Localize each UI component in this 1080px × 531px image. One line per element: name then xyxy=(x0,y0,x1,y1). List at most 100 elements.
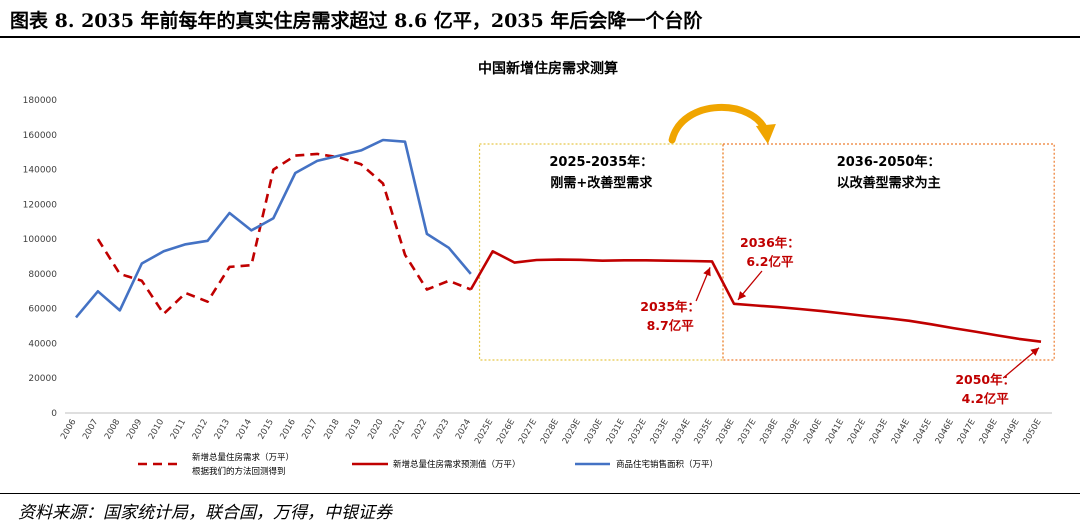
series-2-point xyxy=(97,290,99,292)
series-2-point xyxy=(338,154,340,156)
x-tick-label: 2007 xyxy=(81,418,100,442)
figure-title: 图表 8. 2035 年前每年的真实住房需求超过 8.6 亿平，2035 年后会… xyxy=(10,10,703,32)
series-1-point xyxy=(799,308,801,310)
y-tick-label: 140000 xyxy=(23,166,58,176)
series-1-point xyxy=(557,258,559,260)
x-tick-label: 2021 xyxy=(388,418,407,442)
box-2025-subtitle: 刚需+改善型需求 xyxy=(550,175,653,191)
series-2-point xyxy=(250,229,252,231)
x-tick-label: 2006 xyxy=(59,418,78,442)
x-tick-label: 2025E xyxy=(473,418,495,446)
x-tick-label: 2010 xyxy=(147,418,166,442)
series-0-point xyxy=(184,292,186,294)
series-2-point xyxy=(360,149,362,151)
chart: 中国新增住房需求测算 0 20000 40000 60000 80000 100000 12… xyxy=(23,60,1055,477)
x-tick-label: 2044E xyxy=(890,418,912,446)
figure-footer: 资料来源：国家统计局，联合国，万得，中银证券 xyxy=(0,493,1080,531)
x-tick-label: 2019 xyxy=(344,418,363,442)
series-2-point xyxy=(163,250,165,252)
x-tick-label: 2008 xyxy=(103,418,122,442)
series-line-0 xyxy=(96,152,472,316)
series-0-point xyxy=(382,182,384,184)
x-tick-label: 2017 xyxy=(300,418,319,442)
x-tick-label: 2014 xyxy=(235,418,254,442)
x-tick-label: 2011 xyxy=(169,418,188,442)
figure-header: 图表 8. 2035 年前每年的真实住房需求超过 8.6 亿平，2035 年后会… xyxy=(0,0,1080,38)
series-1-point xyxy=(733,303,735,305)
series-1-point xyxy=(1040,341,1042,343)
label-2050-line2: 4.2亿平 xyxy=(962,391,1010,406)
x-tick-label: 2034E xyxy=(671,418,693,446)
arrow-2035-head xyxy=(703,267,711,277)
y-tick-label: 20000 xyxy=(28,374,57,384)
series-1-point xyxy=(513,261,515,263)
series-1-point xyxy=(974,330,976,332)
series-1-point xyxy=(842,312,844,314)
box-2036-title: 2036-2050年： xyxy=(837,154,941,170)
x-tick-label: 2018 xyxy=(322,418,341,442)
y-tick-label: 180000 xyxy=(23,96,58,106)
label-2036-line1: 2036年： xyxy=(740,235,800,250)
x-tick-label: 2029E xyxy=(561,418,583,446)
series-1-point xyxy=(930,323,932,325)
x-tick-label: 2037E xyxy=(736,418,758,446)
series-1-point xyxy=(996,334,998,336)
series-0-point xyxy=(426,288,428,290)
x-tick-label: 2047E xyxy=(956,418,978,446)
series-0-point xyxy=(316,153,318,155)
series-1-point xyxy=(755,304,757,306)
legend-label-sales: 商品住宅销售面积（万平） xyxy=(616,459,718,470)
series-0-point xyxy=(448,280,450,282)
transition-arrow-icon xyxy=(668,103,770,144)
annotation-box-2036-2050 xyxy=(722,143,1055,361)
series-0-point xyxy=(228,266,230,268)
series-2-point xyxy=(426,233,428,235)
arrow-2036-head xyxy=(737,291,747,300)
x-tick-label: 2049E xyxy=(1000,418,1022,446)
x-tick-label: 2026E xyxy=(495,418,517,446)
legend-label-backtest-2: 根据我们的方法回测得到 xyxy=(192,466,286,477)
chart-title: 中国新增住房需求测算 xyxy=(478,60,618,77)
series-2-point xyxy=(141,262,143,264)
series-1-point xyxy=(689,260,691,262)
x-tick-label: 2030E xyxy=(583,418,605,446)
series-2-point xyxy=(470,273,472,275)
series-2-point xyxy=(228,212,230,214)
x-tick-label: 2043E xyxy=(868,418,890,446)
series-2-point xyxy=(119,309,121,311)
y-tick-label: 100000 xyxy=(23,235,58,245)
y-tick-label: 80000 xyxy=(28,270,57,280)
series-0-point xyxy=(250,264,252,266)
x-tick-label: 2031E xyxy=(605,418,627,446)
x-tick-label: 2036E xyxy=(714,418,736,446)
label-2035-line1: 2035年： xyxy=(640,299,700,314)
series-1-point xyxy=(645,259,647,261)
box-2036-subtitle: 以改善型需求为主 xyxy=(837,175,941,191)
x-tick-label: 2020 xyxy=(366,418,385,442)
x-tick-label: 2015 xyxy=(256,418,275,442)
x-tick-label: 2035E xyxy=(692,418,714,446)
series-2-point xyxy=(404,141,406,143)
series-1-point xyxy=(952,327,954,329)
series-1-point xyxy=(908,320,910,322)
y-tick-label: 120000 xyxy=(23,200,58,210)
series-2-point xyxy=(206,240,208,242)
x-tick-label: 2023 xyxy=(432,418,451,442)
series-2-point xyxy=(448,247,450,249)
x-tick-label: 2024 xyxy=(454,418,473,442)
series-2-point xyxy=(272,217,274,219)
x-tick-label: 2027E xyxy=(517,418,539,446)
series-1-point xyxy=(470,288,472,290)
series-2-point xyxy=(316,160,318,162)
series-1-point xyxy=(821,310,823,312)
series-1-point xyxy=(864,315,866,317)
series-line-2 xyxy=(75,138,472,319)
x-tick-label: 2032E xyxy=(627,418,649,446)
series-0-point xyxy=(141,280,143,282)
series-1-point xyxy=(711,260,713,262)
x-tick-label: 2016 xyxy=(278,418,297,442)
x-tick-label: 2039E xyxy=(780,418,802,446)
series-1-point xyxy=(492,250,494,252)
series-0-point xyxy=(294,154,296,156)
series-0-point xyxy=(206,301,208,303)
